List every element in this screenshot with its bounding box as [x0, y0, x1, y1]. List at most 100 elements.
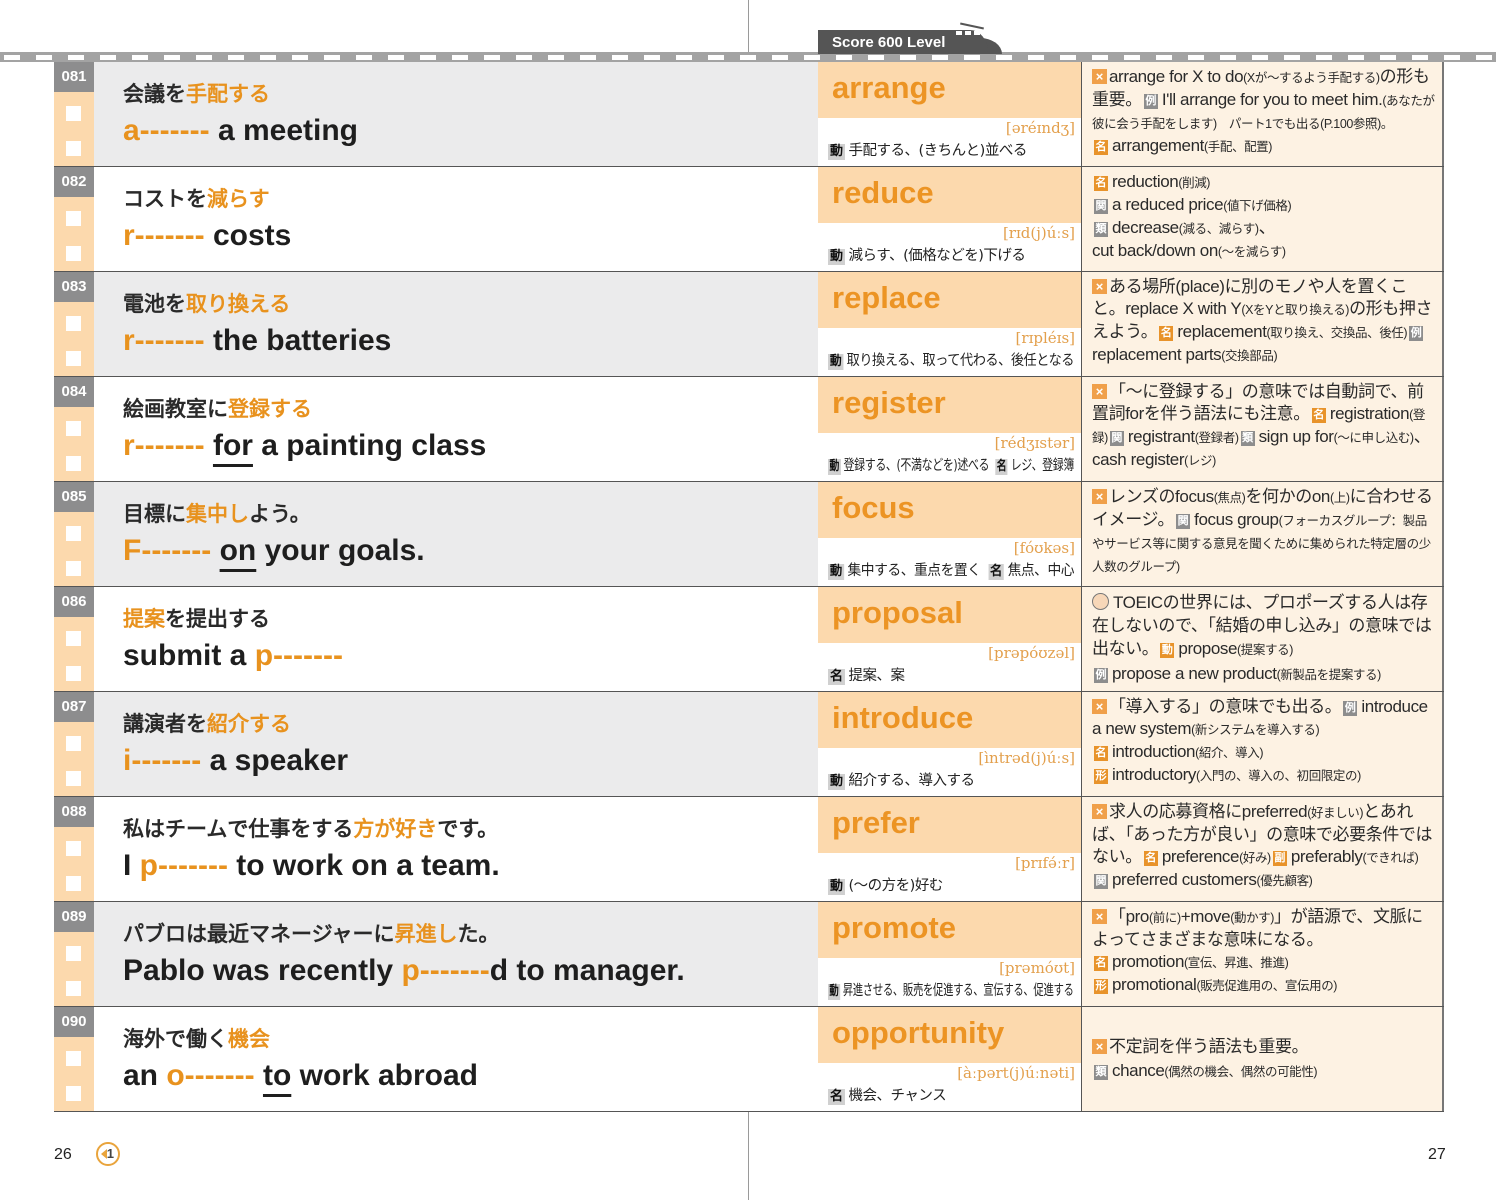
- checkbox-2[interactable]: [66, 456, 81, 471]
- checkbox-2[interactable]: [66, 876, 81, 891]
- table-row: 089 パブロは最近マネージャーに昇進した。 Pablo was recently …: [54, 902, 1444, 1007]
- checkbox-1[interactable]: [66, 211, 81, 226]
- blank-word: o-------: [166, 1059, 255, 1092]
- item-number-cell: 082: [54, 167, 94, 271]
- highlighted-text: 集中し: [186, 502, 249, 526]
- blank-word: r-------: [123, 219, 205, 252]
- checkbox-1[interactable]: [66, 421, 81, 436]
- row-margin: [748, 272, 818, 376]
- definitions: 動紹介する、導入する: [828, 771, 975, 791]
- notes-content: × レンズのfocus(焦点)を何かのon(上)に合わせるイメージ。関 focus …: [1092, 486, 1438, 578]
- reference-badge: 関: [1094, 199, 1108, 214]
- japanese-phrase: 会議を手配する: [123, 78, 270, 108]
- text-segment: 講演者を: [123, 712, 207, 736]
- item-number: 085: [54, 482, 94, 512]
- text-segment: [205, 429, 213, 462]
- text-segment: d to manager.: [489, 954, 685, 987]
- gloss-text: (登録): [1092, 408, 1426, 445]
- notes-cell: × ある場所(place)に別のモノや人を置くこと。replace X with …: [1082, 272, 1444, 376]
- row-margin: [748, 587, 818, 691]
- note-text: 「導入する」の意味でも出る。: [1109, 697, 1342, 716]
- point-icon: ×: [1092, 699, 1107, 714]
- underlined-word: for: [212, 429, 253, 462]
- definition-text: 減らす、(価格などを)下げる: [848, 248, 1026, 264]
- highlighted-text: 提案: [123, 607, 165, 631]
- item-number: 081: [54, 62, 94, 92]
- note-text: を何かのon: [1245, 487, 1330, 506]
- word-header-bg: [818, 377, 1081, 433]
- related-form-badge: 名: [1094, 746, 1108, 761]
- text-segment: 電池を: [123, 292, 186, 316]
- japanese-phrase: コストを減らす: [123, 183, 270, 213]
- blank-word: p-------: [254, 639, 343, 672]
- blank-word: p-------: [401, 954, 490, 987]
- blank-word: i-------: [123, 744, 202, 777]
- checkbox-1[interactable]: [66, 1051, 81, 1066]
- part-of-speech-badge: 名: [995, 459, 1008, 475]
- audio-track-icon[interactable]: 1: [96, 1142, 120, 1166]
- headword: register: [832, 385, 946, 420]
- checkbox-1[interactable]: [66, 526, 81, 541]
- checkbox-2[interactable]: [66, 141, 81, 156]
- highlighted-text: 昇進し: [394, 922, 458, 946]
- gloss-text: (交換部品): [1221, 349, 1278, 363]
- checkbox-2[interactable]: [66, 666, 81, 681]
- word-cell: introduce [ìntrəd(j)úːs] 動紹介する、導入する: [818, 692, 1082, 796]
- word-cell: reduce [rɪd(j)úːs] 動減らす、(価格などを)下げる: [818, 167, 1082, 271]
- item-number: 083: [54, 272, 94, 302]
- word-cell: proposal [prəpóʊzəl] 名提案、案: [818, 587, 1082, 691]
- checkbox-1[interactable]: [66, 631, 81, 646]
- checkbox-1[interactable]: [66, 736, 81, 751]
- highlighted-text: 取り換える: [186, 292, 291, 316]
- notes-paragraph: 関 a reduced price(値下げ価格): [1092, 194, 1438, 217]
- definition-text: レジ、登録簿: [1010, 458, 1075, 474]
- definitions: 動集中する、重点を置く名焦点、中心: [828, 561, 1075, 581]
- notes-cell: × 不定詞を伴う語法も重要。類 chance(偶然の機会、偶然の可能性): [1082, 1007, 1444, 1111]
- checkbox-2[interactable]: [66, 561, 81, 576]
- part-of-speech-badge: 動: [828, 459, 841, 475]
- checkbox-2[interactable]: [66, 246, 81, 261]
- text-segment: 絵画教室に: [123, 397, 228, 421]
- blank-word: a-------: [123, 114, 210, 147]
- japanese-phrase: 絵画教室に登録する: [123, 393, 312, 423]
- part-of-speech-badge: 動: [828, 774, 845, 790]
- table-row: 090 海外で働く機会 an o------- to work abroad oppo…: [54, 1007, 1444, 1112]
- checkbox-2[interactable]: [66, 981, 81, 996]
- checkbox-2[interactable]: [66, 771, 81, 786]
- checkbox-2[interactable]: [66, 351, 81, 366]
- headword: arrange: [832, 70, 946, 105]
- checkbox-1[interactable]: [66, 106, 81, 121]
- note-text: introduce a new system: [1092, 697, 1428, 738]
- notes-paragraph: × 不定詞を伴う語法も重要。: [1092, 1035, 1438, 1059]
- point-icon: ×: [1092, 489, 1107, 504]
- blank-word: p-------: [139, 849, 228, 882]
- checkbox-2[interactable]: [66, 1086, 81, 1101]
- gloss-text: (上): [1329, 491, 1350, 505]
- note-text: ある場所(place)に別のモノや人を置くこと。replace X with Y: [1092, 277, 1408, 318]
- text-segment: た。: [457, 922, 500, 946]
- gloss-text: (～に申し込む): [1333, 431, 1415, 445]
- gloss-text: (レジ): [1184, 454, 1216, 468]
- phrase-cell: 講演者を紹介する i------- a speaker: [94, 692, 748, 796]
- item-number-cell: 087: [54, 692, 94, 796]
- note-text: 不定詞を伴う語法も重要。: [1109, 1036, 1309, 1056]
- gloss-text: (販売促進用の、宣伝用の): [1196, 979, 1338, 993]
- checkbox-1[interactable]: [66, 316, 81, 331]
- notes-paragraph: 名 introduction(紹介、導入): [1092, 741, 1438, 764]
- word-header-bg: [818, 1007, 1081, 1063]
- phrase-cell: 電池を取り換える r------- the batteries: [94, 272, 748, 376]
- word-cell: register [rédʒɪstər] 動登録する、(不満などを)述べる名レジ、登…: [818, 377, 1082, 481]
- checkbox-1[interactable]: [66, 946, 81, 961]
- headword: focus: [832, 490, 915, 525]
- checkbox-1[interactable]: [66, 841, 81, 856]
- japanese-phrase: 提案を提出する: [123, 603, 270, 633]
- headword: opportunity: [832, 1015, 1005, 1050]
- japanese-phrase: パブロは最近マネージャーに昇進した。: [123, 918, 500, 948]
- reference-badge: 類: [1094, 222, 1108, 237]
- pronunciation: [prəpóʊzəl]: [988, 644, 1075, 662]
- word-header-bg: [818, 62, 1081, 118]
- notes-paragraph: × 求人の応募資格にpreferred(好ましい)とあれば、「あった方が良い」の意…: [1092, 801, 1438, 892]
- part-of-speech-badge: 名: [988, 564, 1004, 580]
- english-phrase: a------- a meeting: [123, 114, 358, 148]
- item-number-cell: 081: [54, 62, 94, 166]
